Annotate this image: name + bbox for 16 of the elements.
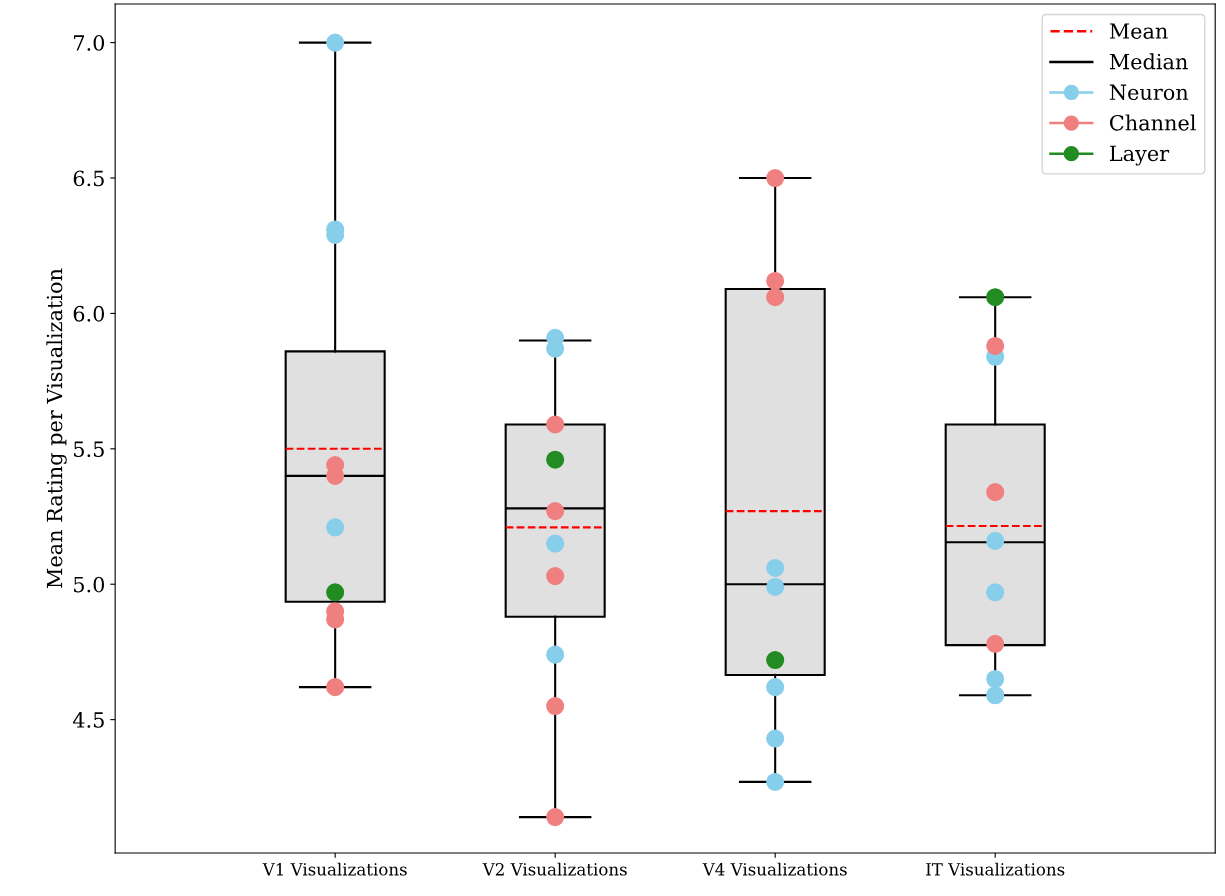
x-tick-label: V4 Visualizations	[702, 862, 847, 876]
x-tick-label: V1 Visualizations	[262, 862, 407, 876]
y-tick-label: 7.0	[74, 35, 105, 51]
x-tick-label: V2 Visualizations	[482, 862, 627, 876]
legend-label: Layer	[1109, 145, 1170, 166]
annotation: Mean	[1109, 23, 1168, 39]
y-axis-title: Mean Rating per Visualization	[46, 268, 67, 588]
x-tick-label: IT Visualizations	[926, 862, 1065, 876]
y-tick-label: 6.0	[73, 305, 105, 322]
annotation: Median	[1109, 53, 1188, 70]
legend-label: Channel	[1110, 114, 1196, 131]
y-tick-label: 4.5	[72, 712, 104, 728]
y-tick-label: 6.5	[73, 170, 104, 187]
y-tick-label: 5.5	[74, 441, 104, 458]
legend-label: Neuron	[1109, 84, 1189, 101]
y-tick-label: 5.0	[74, 576, 105, 593]
